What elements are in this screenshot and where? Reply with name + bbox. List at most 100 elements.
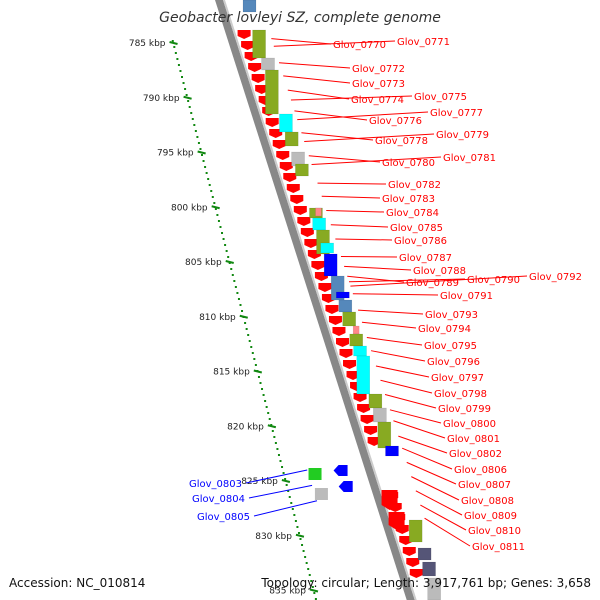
cog-color-block	[342, 311, 356, 327]
forward-gene-arrow	[346, 371, 360, 380]
cog-color-block	[252, 29, 266, 59]
gene-label-forward: Glov_0774	[351, 95, 404, 106]
forward-gene-arrow	[406, 558, 420, 567]
ruler-tick	[197, 150, 206, 155]
forward-gene-arrow	[241, 41, 255, 50]
forward-gene-arrow	[328, 316, 342, 325]
ruler-dot	[190, 112, 193, 114]
ruler-dot	[294, 520, 297, 522]
backbone-bar	[215, 0, 415, 600]
gene-label-forward: Glov_0777	[430, 108, 483, 119]
ruler-dot	[268, 418, 271, 420]
ruler-dot	[284, 478, 287, 480]
ruler-dot	[264, 400, 267, 402]
gene-label-forward: Glov_0780	[382, 158, 435, 169]
ruler-dot	[244, 322, 247, 324]
gene-leader-line	[326, 210, 385, 213]
ruler-dot	[213, 202, 216, 204]
accession-text: Accession: NC_010814	[9, 576, 146, 590]
ruler-dot	[271, 430, 274, 432]
ruler-dot	[251, 352, 254, 354]
gene-leader-line	[411, 476, 460, 501]
cog-color-block	[349, 333, 363, 347]
ruler-dot	[196, 136, 199, 138]
ruler-dot	[227, 256, 230, 258]
gene-leader-line	[366, 337, 423, 346]
cog-color-block	[295, 163, 309, 177]
forward-gene-arrow	[269, 129, 283, 138]
gene-label-forward: Glov_0809	[464, 511, 517, 522]
gene-label-forward: Glov_0796	[427, 357, 480, 368]
gene-leader-line	[273, 40, 396, 47]
cog-color-block	[336, 291, 350, 299]
ruler-dot	[216, 214, 219, 216]
gene-leader-line	[271, 38, 332, 45]
ruler-tick	[225, 260, 234, 264]
gene-label-reverse: Glov_0804	[192, 494, 245, 505]
gene-label-forward: Glov_0784	[386, 208, 439, 219]
ruler-dot	[204, 166, 207, 168]
gene-leader-line	[352, 293, 439, 296]
forward-gene-arrow	[353, 393, 367, 402]
ruler-tick	[183, 95, 192, 100]
ruler-dot	[313, 592, 316, 594]
ruler-dot	[181, 76, 184, 78]
ruler-dot	[302, 550, 305, 552]
gene-label-forward: Glov_0788	[413, 266, 466, 277]
gene-leader-line	[278, 62, 351, 69]
forward-gene-arrow	[357, 404, 371, 413]
ruler-dot	[265, 406, 268, 408]
cog-color-block	[320, 242, 334, 254]
reverse-gene-arrow	[333, 465, 348, 476]
ruler-dot	[174, 52, 177, 54]
ruler-tick-label: 790 kbp	[143, 94, 180, 104]
ruler-tick-label: 795 kbp	[157, 149, 194, 159]
forward-gene-arrow	[381, 490, 398, 510]
gene-label-forward: Glov_0810	[468, 526, 521, 537]
forward-gene-arrow	[318, 283, 332, 292]
ruler-dot	[202, 160, 205, 162]
gene-leader-line	[406, 461, 457, 485]
ruler-dot	[194, 130, 197, 132]
ruler-dot	[182, 82, 185, 84]
cog-color-block	[315, 207, 322, 217]
gene-label-forward: Glov_0771	[397, 37, 450, 48]
cog-color-block	[427, 577, 441, 600]
cog-color-block	[242, 0, 257, 13]
ruler-dot	[297, 532, 300, 534]
ruler-dot	[262, 394, 265, 396]
ruler-dot	[184, 88, 187, 90]
ruler-dot	[299, 538, 302, 540]
cog-color-block	[422, 561, 436, 577]
ruler-dot	[304, 556, 307, 558]
cog-color-block	[408, 519, 423, 543]
ruler-dot	[282, 472, 285, 474]
ruler-dot	[191, 118, 194, 120]
forward-gene-arrow	[248, 63, 262, 72]
gene-label-forward: Glov_0787	[399, 253, 452, 264]
gene-label-forward: Glov_0782	[388, 180, 441, 191]
gene-label-forward: Glov_0786	[394, 236, 447, 247]
gene-leader-line	[301, 132, 374, 141]
forward-gene-arrow	[360, 415, 374, 424]
ruler-dot	[221, 232, 224, 234]
ruler-tick-label: 815 kbp	[213, 368, 250, 378]
gene-leader-line	[393, 420, 446, 439]
gene-label-forward: Glov_0797	[431, 373, 484, 384]
feature-track	[237, 0, 441, 600]
ruler-tick-label: 830 kbp	[255, 532, 292, 542]
cog-color-block	[323, 253, 338, 277]
ruler-tick-label: 810 kbp	[199, 313, 236, 323]
ruler-dot	[307, 568, 310, 570]
ruler-dot	[247, 334, 250, 336]
ruler-dot	[237, 298, 240, 300]
cog-color-block	[417, 547, 432, 561]
forward-gene-arrow	[265, 118, 279, 127]
cog-color-block	[284, 131, 299, 147]
ruler-dot	[296, 526, 299, 528]
gene-label-forward: Glov_0792	[529, 272, 582, 283]
forward-gene-arrow	[255, 85, 269, 94]
forward-gene-arrow	[343, 360, 357, 369]
gene-label-forward: Glov_0778	[375, 136, 428, 147]
cog-color-block	[385, 445, 399, 457]
